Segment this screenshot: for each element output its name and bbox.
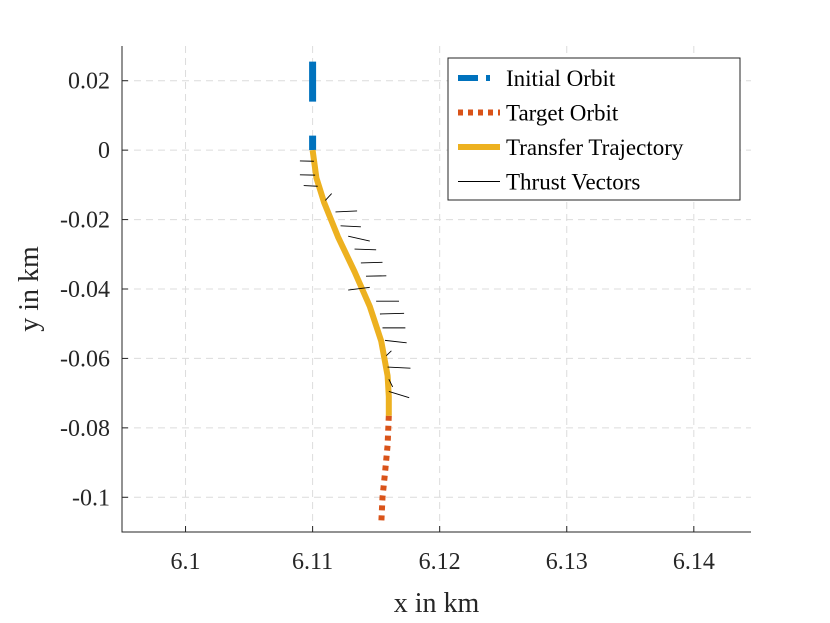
transfer-trajectory-line <box>309 149 392 416</box>
thrust-vector <box>354 248 377 251</box>
thrust-vector <box>360 261 383 264</box>
legend: Initial Orbit Target Orbit Transfer Trajec… <box>447 57 741 201</box>
y-tick-label: -0.06 <box>60 346 110 372</box>
y-tick-label: -0.04 <box>60 277 110 303</box>
axis-lines <box>121 46 751 533</box>
thrust-vector <box>388 390 410 399</box>
y-tick-label: -0.08 <box>60 416 110 442</box>
y-tick-label: 0.02 <box>68 69 110 95</box>
legend-label-transfer-trajectory: Transfer Trajectory <box>506 135 684 160</box>
axes <box>121 46 751 533</box>
target-orbit-line <box>378 415 392 526</box>
x-tick-label: 6.12 <box>419 549 461 575</box>
thrust-vectors-series <box>299 160 411 399</box>
thrust-vector <box>385 350 392 356</box>
x-tick-label: 6.14 <box>673 549 715 575</box>
y-tick-label: -0.1 <box>72 485 110 511</box>
thrust-vector <box>387 366 411 369</box>
legend-label-initial-orbit: Initial Orbit <box>506 66 616 91</box>
thrust-vector <box>379 312 405 315</box>
y-axis-label: y in km <box>14 246 45 332</box>
plot-series <box>299 61 411 526</box>
thrust-vector <box>324 193 332 201</box>
x-tick-label: 6.1 <box>171 549 201 575</box>
tick-labels: 6.1 6.11 6.12 6.13 6.14 0.02 0 -0.02 -0.04 -0.06 -… <box>60 69 715 575</box>
x-tick-label: 6.13 <box>546 549 588 575</box>
thrust-vector <box>348 286 370 291</box>
y-tick-label: -0.02 <box>60 208 110 234</box>
legend-label-thrust-vectors: Thrust Vectors <box>506 170 640 195</box>
thrust-vector <box>388 379 394 388</box>
y-tick-label: 0 <box>98 138 110 164</box>
thrust-vector <box>303 185 318 187</box>
thrust-vector <box>335 210 358 213</box>
thrust-vector <box>348 235 370 242</box>
legend-label-target-orbit: Target Orbit <box>506 101 619 126</box>
x-tick-label: 6.11 <box>292 549 333 575</box>
x-axis-label: x in km <box>394 588 480 619</box>
legend-box <box>447 57 741 201</box>
grid <box>122 46 751 532</box>
thrust-vector <box>384 339 407 344</box>
thrust-vector <box>340 225 361 228</box>
